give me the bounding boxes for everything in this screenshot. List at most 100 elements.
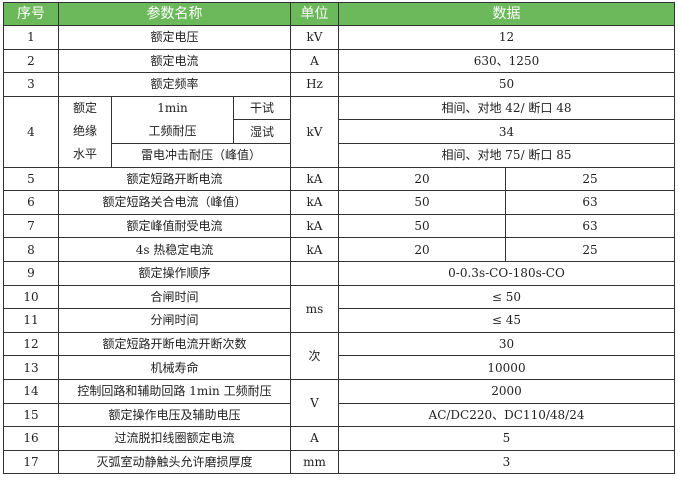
row-value-2: 63 xyxy=(505,213,675,239)
row-value: 3 xyxy=(338,449,675,475)
row-value-2: 63 xyxy=(505,190,675,215)
row-unit: kV xyxy=(290,25,339,50)
dry-value: 相间、对地 42/ 断口 48 xyxy=(338,95,675,121)
row-unit: A xyxy=(290,48,339,74)
table-row: 7 额定峰值耐受电流 kA 50 63 xyxy=(3,213,675,239)
table-row: 3 额定频率 Hz 50 xyxy=(3,72,675,97)
header-no: 序号 xyxy=(3,2,59,26)
row-name: 控制回路和辅助回路 1min 工频耐压 xyxy=(58,378,291,404)
row-name: 灭弧室动静触头允许磨损厚度 xyxy=(58,449,291,475)
row-name: 额定短路关合电流（峰值） xyxy=(58,190,291,215)
row-no: 12 xyxy=(3,331,59,357)
row-value: AC/DC220、DC110/48/24 xyxy=(338,402,675,428)
row-unit: V xyxy=(290,378,339,428)
row-unit: ms xyxy=(290,284,339,333)
table-row: 13 机械寿命 10000 xyxy=(3,355,675,380)
insulation-group: 额定 绝缘 水平 xyxy=(58,95,112,168)
table-row: 10 合闸时间 ms ≤ 50 xyxy=(3,284,675,333)
table-row: 2 额定电流 A 630、1250 xyxy=(3,48,675,74)
row-value: 10000 xyxy=(338,355,675,380)
row-unit: mm xyxy=(290,449,339,475)
row-no: 1 xyxy=(3,25,59,50)
sub-line: 1min xyxy=(157,100,188,115)
row-unit: kA xyxy=(290,213,339,239)
table-row: 11 分闸时间 ≤ 45 xyxy=(3,308,675,333)
row-no: 17 xyxy=(3,449,59,475)
row-value-1: 50 xyxy=(338,213,506,239)
row-unit xyxy=(290,260,339,286)
header-data: 数据 xyxy=(338,2,675,26)
row-name: 分闸时间 xyxy=(58,308,291,333)
row-unit: Hz xyxy=(290,72,339,97)
row-no: 15 xyxy=(3,402,59,428)
row-value: 5 xyxy=(338,426,675,451)
row-value: 30 xyxy=(338,331,675,357)
row-name: 额定短路开断电流开断次数 xyxy=(58,331,291,357)
wet-test: 湿试 xyxy=(233,119,291,144)
row-unit: kA xyxy=(290,190,339,215)
row-value-1: 20 xyxy=(338,237,506,262)
row-no: 4 xyxy=(3,95,59,168)
wet-value: 34 xyxy=(338,119,675,144)
row-name: 额定短路开断电流 xyxy=(58,166,291,192)
row-name: 合闸时间 xyxy=(58,284,291,310)
table-row: 16 过流脱扣线圈额定电流 A 5 xyxy=(3,426,675,451)
impulse-value: 相间、对地 75/ 断口 85 xyxy=(338,142,675,168)
row-value: 50 xyxy=(338,72,675,97)
group-line: 水平 xyxy=(72,147,97,162)
row-no: 7 xyxy=(3,213,59,239)
row-name: 过流脱扣线圈额定电流 xyxy=(58,426,291,451)
dry-test: 干试 xyxy=(233,95,291,121)
table-row: 1 额定电压 kV 12 xyxy=(3,25,675,50)
row-value-2: 25 xyxy=(505,237,675,262)
row-no: 8 xyxy=(3,237,59,262)
power-frequency-withstand: 1min 工频耐压 xyxy=(111,95,234,144)
impulse-withstand: 雷电冲击耐压（峰值） xyxy=(111,142,291,168)
header-unit: 单位 xyxy=(290,2,339,26)
table-row: 12 额定短路开断电流开断次数次 30 xyxy=(3,331,675,380)
row-no: 2 xyxy=(3,48,59,74)
row-name: 额定电流 xyxy=(58,48,291,74)
table-row: 湿试 34 xyxy=(4,119,675,144)
table-row: 5 额定短路开断电流 kA 20 25 xyxy=(3,166,675,192)
sub-line: 工频耐压 xyxy=(148,123,197,138)
group-line: 绝缘 xyxy=(72,124,97,139)
table-row: 4 额定绝缘水平 1min 工频耐压 干试 kV 相间、对地 42/ 断口 48 xyxy=(3,95,675,168)
table-row: 14 控制回路和辅助回路 1min 工频耐压 V 2000 xyxy=(3,378,675,428)
row-no: 5 xyxy=(3,166,59,192)
parameter-table: 序号 参数名称 单位 数据 1 额定电压 kV 12 2 额定电流 A 630、1250 3… xyxy=(3,2,675,475)
row-no: 11 xyxy=(3,308,59,333)
row-value: 630、1250 xyxy=(338,48,675,74)
group-line: 额定 xyxy=(72,101,97,116)
row-value: ≤ 50 xyxy=(338,284,675,310)
table-row: 17 灭弧室动静触头允许磨损厚度 mm 3 xyxy=(3,449,675,475)
row-name: 额定操作顺序 xyxy=(58,260,291,286)
row-no: 6 xyxy=(3,190,59,215)
table-row: 雷电冲击耐压（峰值） 相间、对地 75/ 断口 85 xyxy=(4,142,675,168)
row-value: 0-0.3s-CO-180s-CO xyxy=(338,260,675,286)
header-name: 参数名称 xyxy=(58,2,291,26)
row-name: 额定操作电压及辅助电压 xyxy=(58,402,291,428)
row-name: 额定峰值耐受电流 xyxy=(58,213,291,239)
table-row: 8 4s 热稳定电流 kA 20 25 xyxy=(3,237,675,262)
row-value: 2000 xyxy=(338,378,675,404)
row-value: ≤ 45 xyxy=(338,308,675,333)
row-no: 3 xyxy=(3,72,59,97)
row-no: 9 xyxy=(3,260,59,286)
row-name: 额定频率 xyxy=(58,72,291,97)
row-no: 10 xyxy=(3,284,59,310)
row-unit: kA xyxy=(290,166,339,192)
row-name: 4s 热稳定电流 xyxy=(58,237,291,262)
row-unit: 次 xyxy=(290,331,339,380)
row-unit: kV xyxy=(290,95,339,168)
row-no: 16 xyxy=(3,426,59,451)
row-value-1: 20 xyxy=(338,166,506,192)
row-value-1: 50 xyxy=(338,190,506,215)
table-row: 6 额定短路关合电流（峰值） kA 50 63 xyxy=(3,190,675,215)
row-unit: A xyxy=(290,426,339,451)
header-row: 序号 参数名称 单位 数据 xyxy=(3,2,675,26)
row-value: 12 xyxy=(338,25,675,50)
row-value-2: 25 xyxy=(505,166,675,192)
table-row: 9 额定操作顺序 0-0.3s-CO-180s-CO xyxy=(3,260,675,286)
row-no: 13 xyxy=(3,355,59,380)
